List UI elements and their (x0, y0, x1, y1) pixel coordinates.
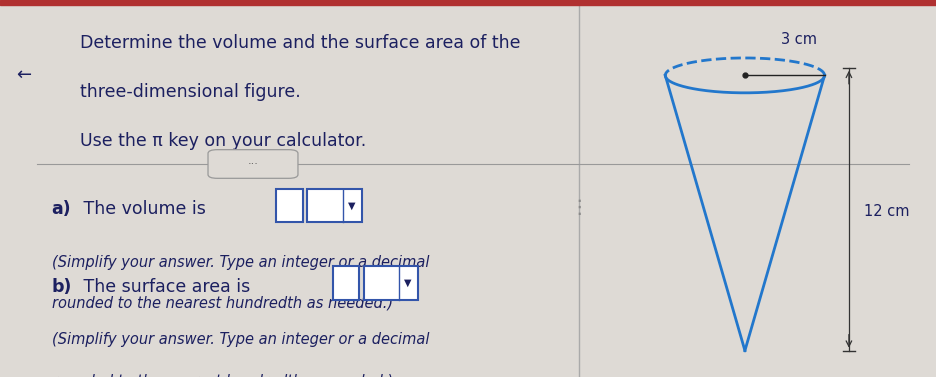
Text: Determine the volume and the surface area of the: Determine the volume and the surface are… (80, 34, 519, 52)
Text: rounded to the nearest hundredth as needed.): rounded to the nearest hundredth as need… (51, 296, 392, 311)
Text: (Simplify your answer. Type an integer or a decimal: (Simplify your answer. Type an integer o… (51, 254, 429, 270)
Text: ▼: ▼ (404, 278, 412, 288)
Text: a): a) (51, 200, 71, 218)
Text: b): b) (51, 277, 72, 296)
Bar (276, 188, 302, 222)
Text: ▼: ▼ (348, 201, 356, 210)
FancyBboxPatch shape (208, 150, 298, 178)
Bar (307, 188, 361, 222)
Bar (363, 266, 417, 300)
Text: (Simplify your answer. Type an integer or a decimal: (Simplify your answer. Type an integer o… (51, 332, 429, 347)
Text: three-dimensional figure.: three-dimensional figure. (80, 83, 300, 101)
Text: ···: ··· (247, 159, 258, 169)
Text: The surface area is: The surface area is (78, 277, 256, 296)
Text: Use the π key on your calculator.: Use the π key on your calculator. (80, 132, 365, 150)
Text: The volume is: The volume is (78, 200, 211, 218)
Text: 12 cm: 12 cm (863, 204, 909, 219)
Text: ←: ← (16, 66, 31, 84)
Bar (0, 0, 936, 5)
Text: rounded to the nearest hundredth as needed.): rounded to the nearest hundredth as need… (51, 373, 392, 377)
Text: ⋮: ⋮ (569, 198, 588, 217)
Text: 3 cm: 3 cm (781, 32, 816, 47)
Bar (332, 266, 358, 300)
